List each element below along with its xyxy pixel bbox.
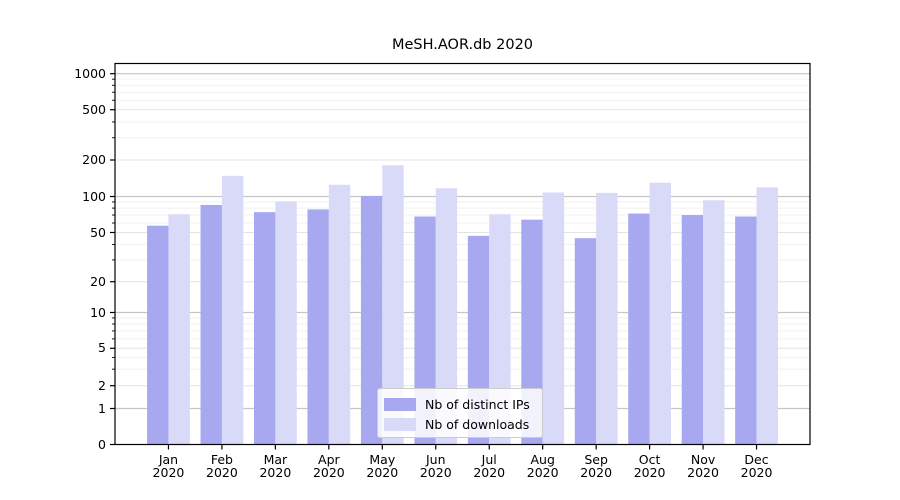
x-tick-label: Sep 2020 xyxy=(564,451,628,480)
x-tick-label: Jul 2020 xyxy=(457,451,521,480)
plot-spines xyxy=(114,62,811,446)
bar-distinct-ips-mar xyxy=(254,212,276,445)
x-tick-month: Feb xyxy=(210,451,233,467)
x-tick-label: Dec 2020 xyxy=(725,451,789,480)
x-tick-label: Oct 2020 xyxy=(618,451,682,480)
y-tick-label: 0 xyxy=(98,436,106,452)
bar-distinct-ips-apr xyxy=(307,209,329,445)
x-tick-month: Dec xyxy=(744,451,769,467)
y-tick-label: 1000 xyxy=(74,65,106,81)
x-tick-month: May xyxy=(369,451,396,467)
bar-downloads-oct xyxy=(649,182,671,445)
bar-downloads-feb xyxy=(221,175,244,445)
x-tick-year: 2020 xyxy=(366,465,399,480)
x-tick-month: Apr xyxy=(318,451,340,467)
bar-downloads-dec xyxy=(756,187,778,445)
bar-downloads-nov xyxy=(703,200,725,445)
x-tick-year: 2020 xyxy=(580,465,613,480)
legend-swatch-distinct-ips xyxy=(384,397,416,411)
x-tick-label: Aug 2020 xyxy=(511,451,575,480)
x-tick-label: Jan 2020 xyxy=(136,451,200,480)
x-tick-year: 2020 xyxy=(633,465,666,480)
x-tick-year: 2020 xyxy=(526,465,559,480)
bar-distinct-ips-oct xyxy=(628,213,650,445)
legend-label-downloads: Nb of downloads xyxy=(425,416,530,432)
bar-downloads-aug xyxy=(542,192,565,445)
y-tick-label: 20 xyxy=(90,273,106,289)
x-tick-year: 2020 xyxy=(740,465,773,480)
y-tick-label: 2 xyxy=(98,377,106,393)
bar-downloads-jun xyxy=(435,188,458,445)
x-tick-year: 2020 xyxy=(206,465,238,480)
x-tick-label: Jun 2020 xyxy=(404,451,468,480)
x-tick-year: 2020 xyxy=(152,465,185,480)
legend-swatch-downloads xyxy=(384,417,416,431)
x-tick-year: 2020 xyxy=(687,465,719,480)
x-tick-year: 2020 xyxy=(259,465,292,480)
bar-downloads-mar xyxy=(275,201,297,445)
bar-downloads-sep xyxy=(596,192,618,445)
bar-distinct-ips-feb xyxy=(200,204,222,445)
x-tick-month: Jun xyxy=(426,451,446,467)
bar-distinct-ips-nov xyxy=(681,215,704,445)
legend: Nb of distinct IPs Nb of downloads xyxy=(377,388,543,438)
y-tick-label: 10 xyxy=(90,304,106,320)
x-tick-month: Mar xyxy=(263,451,288,467)
x-tick-label: Nov 2020 xyxy=(671,451,735,480)
y-tick-label: 200 xyxy=(82,152,106,167)
bar-downloads-jul xyxy=(489,214,511,445)
x-tick-month: Jul xyxy=(481,451,497,467)
bar-distinct-ips-jun xyxy=(414,216,436,445)
y-tick-label: 100 xyxy=(82,188,106,204)
bar-downloads-may xyxy=(382,165,404,445)
x-tick-month: Jan xyxy=(158,451,179,467)
y-tick-label: 1 xyxy=(98,400,106,416)
x-tick-label: May 2020 xyxy=(350,451,414,480)
legend-item-downloads: Nb of downloads xyxy=(384,414,536,434)
x-tick-month: Nov xyxy=(690,451,716,467)
x-tick-month: Oct xyxy=(638,451,661,467)
bar-distinct-ips-may xyxy=(360,195,383,445)
y-tick-label: 50 xyxy=(90,224,106,240)
bar-distinct-ips-dec xyxy=(735,216,757,445)
bar-distinct-ips-sep xyxy=(574,238,597,445)
x-tick-month: Sep xyxy=(584,451,608,467)
legend-item-distinct-ips: Nb of distinct IPs xyxy=(384,394,536,414)
x-tick-year: 2020 xyxy=(312,465,345,480)
bar-distinct-ips-jan xyxy=(147,225,169,445)
y-tick-label: 5 xyxy=(98,340,106,356)
y-tick-label: 500 xyxy=(82,101,106,117)
x-tick-label: Apr 2020 xyxy=(297,451,361,480)
chart-title: MeSH.AOR.db 2020 xyxy=(391,37,534,53)
x-tick-label: Feb 2020 xyxy=(190,451,254,480)
legend-label-distinct-ips: Nb of distinct IPs xyxy=(425,396,530,412)
bar-downloads-apr xyxy=(328,184,351,445)
x-tick-year: 2020 xyxy=(419,465,452,480)
x-tick-month: Aug xyxy=(530,451,555,467)
x-tick-year: 2020 xyxy=(473,465,506,480)
x-tick-label: Mar 2020 xyxy=(243,451,307,480)
bar-downloads-jan xyxy=(168,214,190,445)
